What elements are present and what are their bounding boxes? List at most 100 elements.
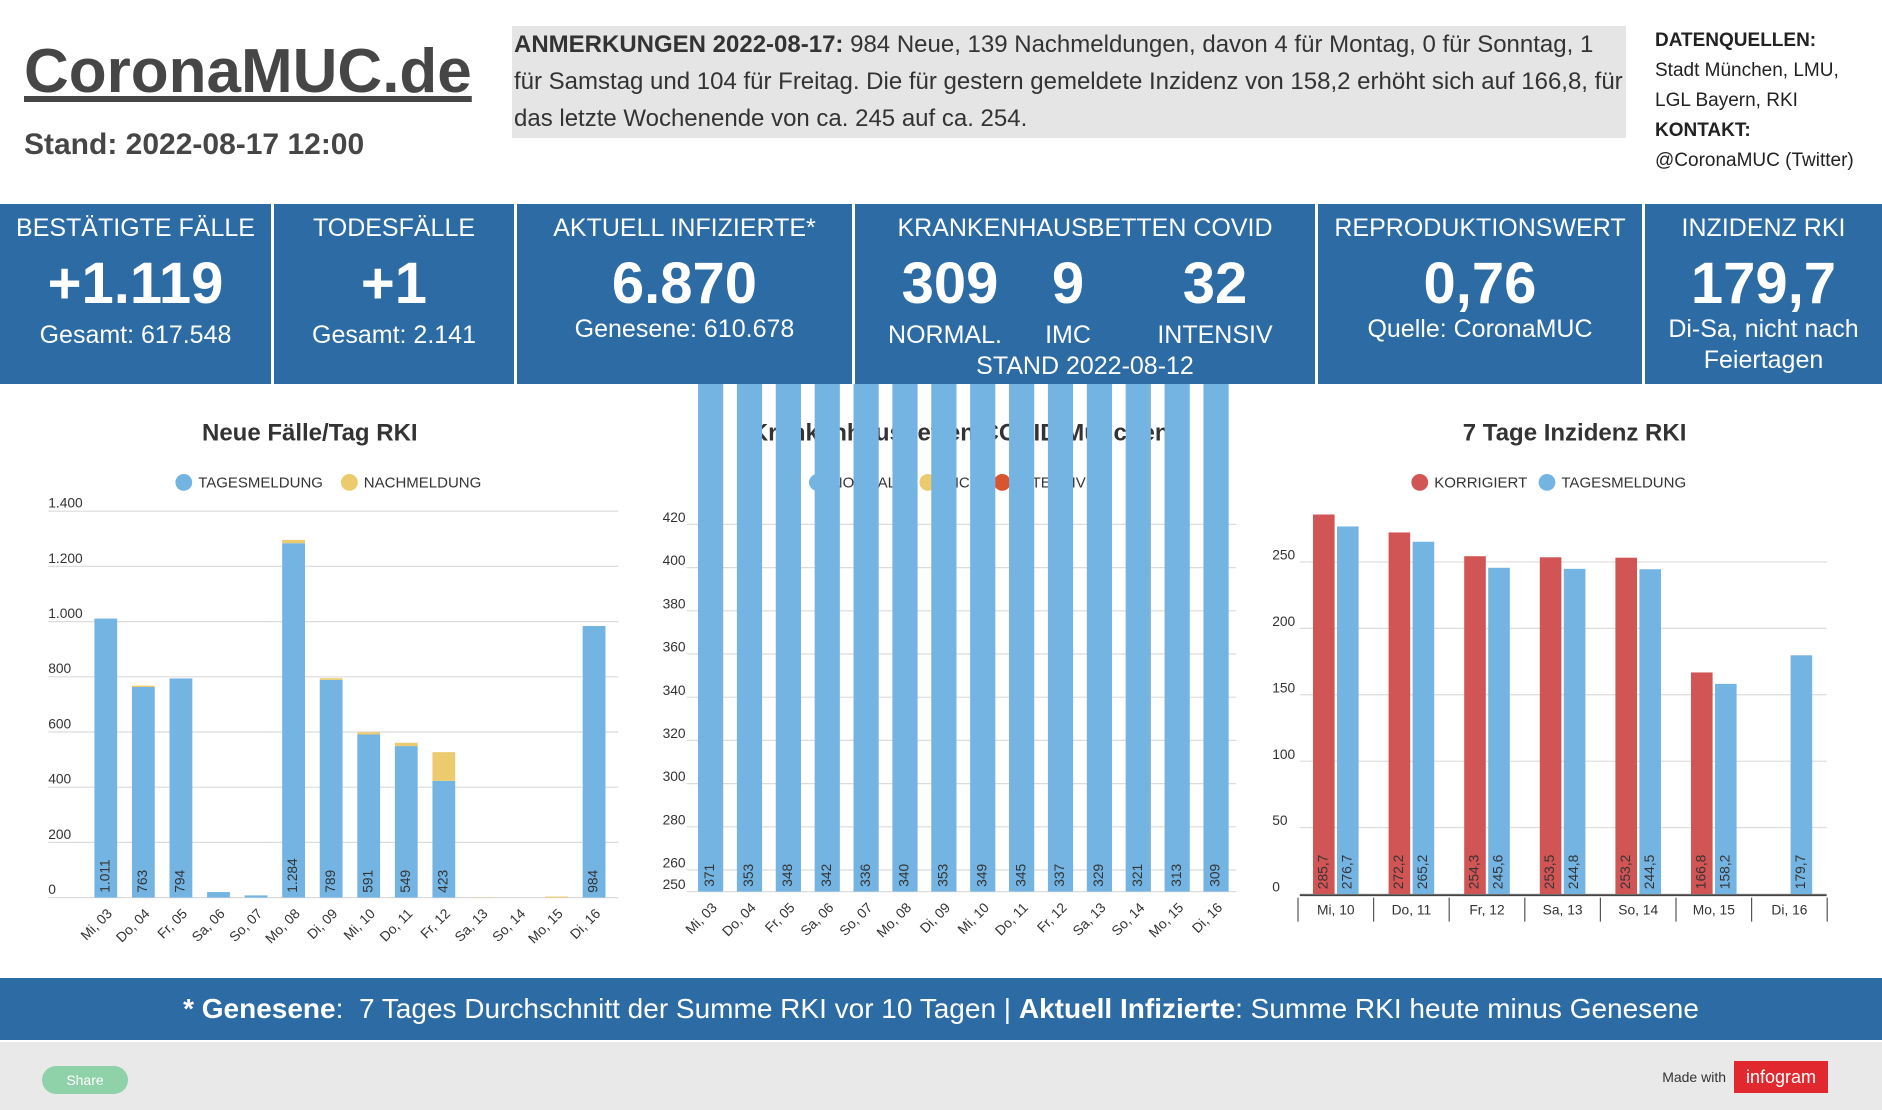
bar-segment [131, 685, 155, 688]
data-label: 329 [1091, 863, 1106, 886]
data-label: 1.011 [97, 859, 112, 893]
data-label: 353 [936, 863, 951, 886]
x-tick-label: Sa, 13 [452, 906, 491, 945]
data-label: 789 [323, 869, 338, 892]
kpi-title: INZIDENZ RKI [1681, 214, 1846, 242]
bar [1563, 568, 1586, 894]
bar-segment [357, 732, 381, 735]
kpi-label: INTENSIV [1157, 321, 1273, 349]
x-tick-label: Sa, 13 [1070, 900, 1109, 939]
x-tick-label: Fr, 05 [155, 906, 191, 942]
data-label: 158,2 [1717, 855, 1732, 890]
x-tick-label: Di, 16 [567, 906, 603, 942]
data-label: 272,2 [1391, 855, 1406, 890]
x-tick-label: Mi, 03 [78, 906, 115, 943]
data-label: 245,6 [1491, 854, 1506, 889]
kpi-title: KRANKENHAUSBETTEN COVID [897, 214, 1273, 242]
y-tick-label: 100 [1272, 747, 1295, 762]
bar-segment [1086, 384, 1112, 892]
share-button[interactable]: Share [42, 1066, 128, 1094]
bar [1539, 557, 1562, 894]
y-tick-label: 380 [663, 596, 686, 611]
data-label: 244,5 [1642, 854, 1657, 889]
sources: DATENQUELLEN: Stadt München, LMU, LGL Ba… [1655, 26, 1854, 176]
contact-label: KONTAKT: [1655, 120, 1751, 141]
y-tick-label: 1.000 [48, 606, 83, 621]
kpi-value: 32 [1182, 251, 1248, 316]
x-tick-label: Di, 16 [1189, 900, 1225, 936]
y-tick-label: 320 [663, 726, 686, 741]
bar-segment [775, 384, 801, 892]
brand[interactable]: infogram [1734, 1061, 1828, 1093]
footer-term: Aktuell Infizierte [1018, 993, 1236, 1024]
bar [1488, 567, 1510, 894]
bar [1337, 526, 1359, 894]
x-tick-label: So, 07 [227, 906, 266, 945]
data-label: 591 [360, 870, 375, 893]
x-tick-label: Mo, 08 [262, 906, 303, 947]
data-label: 353 [741, 863, 756, 886]
y-tick-label: 400 [663, 553, 686, 568]
x-tick-label: Do, 11 [377, 906, 416, 945]
kpi-value: 309 [901, 251, 999, 316]
separator [1642, 204, 1645, 384]
bar-segment [319, 678, 343, 680]
legend-label: TAGESMELDUNG [1561, 475, 1686, 492]
x-tick-label: Do, 04 [113, 906, 153, 946]
y-tick-label: 400 [48, 772, 71, 787]
kpi-sub: Quelle: CoronaMUC [1367, 315, 1593, 343]
site-title[interactable]: CoronaMUC.de [24, 37, 472, 106]
kpi-label: IMC [1045, 321, 1091, 349]
x-tick-label: Do, 11 [992, 900, 1031, 939]
x-tick-label: So, 14 [1618, 902, 1658, 917]
data-label: 309 [1208, 863, 1223, 886]
kpi-band: BESTÄTIGTE FÄLLE +1.119 Gesamt: 617.548 TO… [0, 204, 1882, 384]
y-tick-label: 280 [663, 812, 686, 827]
x-tick-label: So, 14 [489, 906, 528, 945]
source-line: LGL Bayern, RKI [1655, 90, 1798, 111]
data-label: 336 [858, 863, 873, 886]
note: ANMERKUNGEN 2022-08-17: 984 Neue, 139 Na… [512, 26, 1626, 138]
x-tick-label: Do, 04 [719, 900, 759, 940]
data-label: 265,2 [1415, 855, 1430, 890]
bar [1615, 557, 1637, 894]
stand: Stand: 2022-08-17 12:00 [24, 128, 365, 161]
note-text: 984 Neue, 139 Nachmeldungen, davon 4 für… [514, 31, 1623, 132]
contact[interactable]: @CoronaMUC (Twitter) [1655, 150, 1854, 171]
y-tick-label: 0 [48, 882, 56, 897]
x-tick-label: Di, 16 [1771, 902, 1807, 917]
bar-segment [357, 734, 381, 898]
data-label: 423 [435, 869, 450, 892]
x-tick-label: Sa, 13 [1543, 902, 1583, 917]
data-label: 984 [586, 869, 601, 892]
y-tick-label: 200 [48, 827, 71, 842]
y-tick-label: 340 [663, 683, 686, 698]
bar-segment [1125, 384, 1151, 892]
data-label: 371 [702, 864, 717, 887]
kpi-value: 6.870 [611, 251, 758, 316]
bar [1464, 556, 1486, 894]
x-tick-label: So, 07 [837, 900, 876, 939]
x-tick-label: Mo, 15 [1693, 902, 1736, 917]
bar [1639, 569, 1661, 894]
data-label: 285,7 [1315, 855, 1330, 890]
legend-label: KORRIGIERT [1434, 475, 1527, 492]
note-label: ANMERKUNGEN 2022-08-17: [514, 31, 844, 58]
x-tick-label: Mo, 15 [525, 906, 566, 947]
data-label: 349 [974, 863, 989, 886]
footer-term: * Genesene [183, 993, 336, 1024]
separator [514, 204, 517, 384]
bar-segment [1164, 384, 1190, 892]
bar-segment [1009, 384, 1035, 892]
y-tick-label: 250 [663, 877, 686, 892]
bar-segment [582, 626, 606, 898]
made-with: Made with [1662, 1069, 1726, 1085]
data-label: 340 [897, 863, 912, 886]
charts: Neue Fälle/Tag RKI TAGESMELDUNG NACHMELDUN… [48, 384, 1828, 947]
kpi-title: AKTUELL INFIZIERTE* [553, 214, 816, 242]
y-tick-label: 1.200 [48, 551, 83, 566]
bar-segment [970, 384, 996, 892]
bar-segment [282, 543, 305, 898]
x-tick-label: Sa, 06 [189, 906, 228, 945]
bar-segment [1203, 384, 1229, 892]
